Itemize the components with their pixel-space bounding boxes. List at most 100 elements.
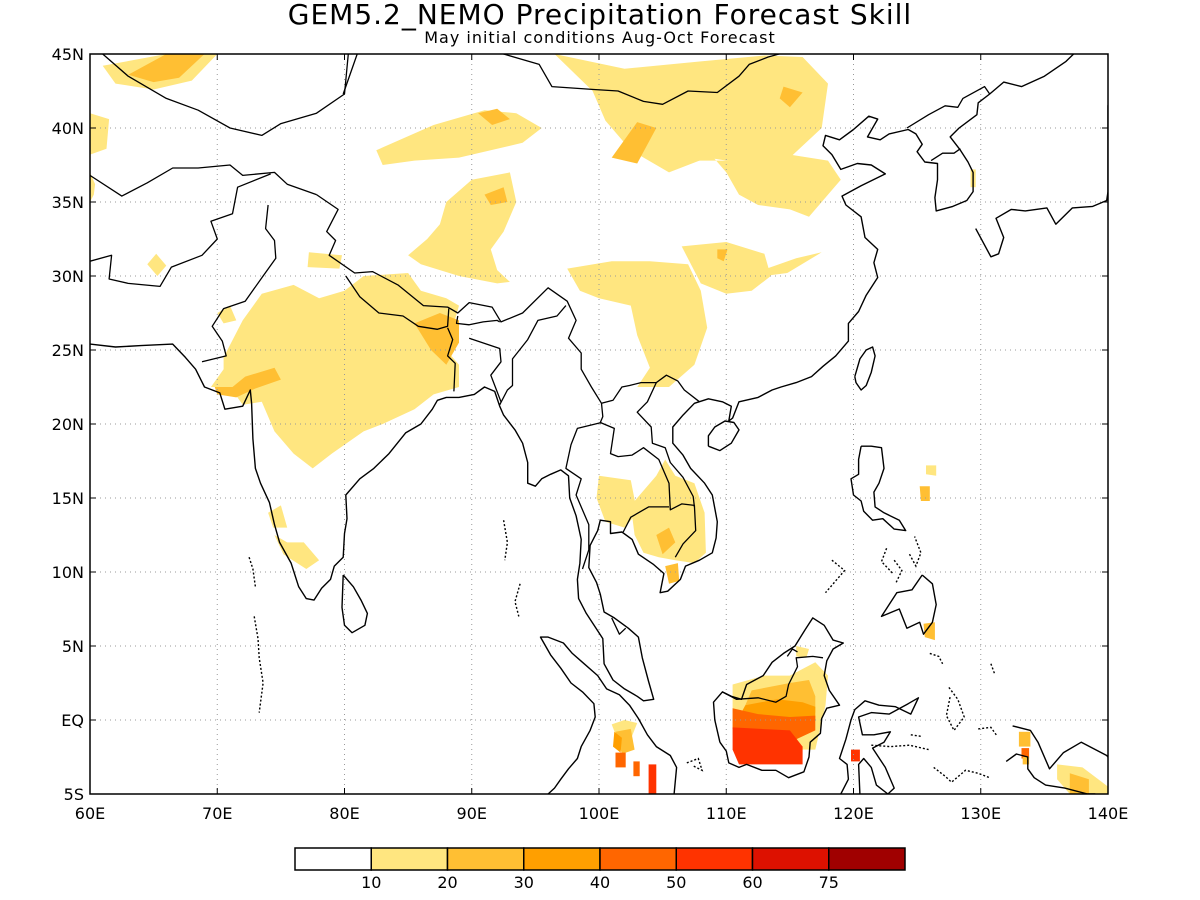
lat-tick-label-6: 15N	[52, 489, 84, 508]
coastline-6	[854, 346, 876, 391]
coastline-9	[975, 54, 1108, 258]
island-2	[502, 520, 509, 561]
colorbar-bin-3	[523, 847, 601, 871]
coastlines	[90, 54, 1108, 794]
colorbar-label-4: 50	[666, 873, 686, 892]
skill-region-19	[214, 367, 281, 398]
border-9	[499, 305, 567, 406]
coastline-1	[539, 636, 678, 794]
skill-region-37	[732, 727, 803, 765]
skill-region-25	[596, 475, 638, 528]
border-7	[446, 327, 456, 392]
island-10	[824, 559, 846, 594]
border-0	[102, 54, 349, 137]
island-4	[990, 663, 996, 675]
border-6	[455, 315, 501, 326]
skill-region-49	[1069, 773, 1089, 794]
colorbar-label-0: 10	[361, 873, 381, 892]
border-17	[906, 85, 991, 129]
skill-region-14	[567, 261, 708, 387]
skill-region-29	[926, 465, 937, 476]
skill-region-45	[1018, 731, 1031, 747]
colorbar: 10 20 30 40 50 60 75	[294, 847, 906, 892]
border-16	[342, 54, 361, 95]
lat-tick-label-5: 20N	[52, 415, 84, 434]
chart-title: GEM5.2_NEMO Precipitation Forecast Skill	[287, 0, 913, 31]
border-18	[930, 148, 961, 162]
border-19	[722, 655, 824, 703]
skill-region-7	[611, 122, 657, 164]
gridlines	[90, 54, 1108, 794]
island-12	[933, 766, 990, 784]
border-1	[90, 164, 317, 197]
island-5	[945, 686, 965, 732]
island-15	[910, 734, 922, 737]
island-6	[929, 652, 944, 665]
skill-region-13	[307, 252, 342, 269]
border-14	[636, 382, 696, 507]
lon-tick-label-0: 60E	[75, 804, 105, 823]
coastline-10	[1012, 725, 1108, 770]
skill-region-16	[717, 249, 728, 262]
skill-region-3	[90, 172, 96, 202]
skill-region-44	[851, 749, 860, 762]
border-12	[622, 506, 669, 533]
skill-region-5	[478, 108, 510, 125]
colorbar-label-3: 40	[590, 873, 610, 892]
coastline-5	[880, 574, 937, 635]
lon-tick-label-2: 80E	[329, 804, 359, 823]
colorbar-bin-7	[828, 847, 906, 871]
lon-tick-label-8: 140E	[1088, 804, 1129, 823]
skill-region-18	[210, 273, 459, 469]
border-10	[599, 403, 697, 558]
chart-subtitle: May initial conditions Aug-Oct Forecast	[424, 28, 776, 47]
lat-tick-label-1: 40N	[52, 119, 84, 138]
island-13	[686, 757, 704, 772]
lon-tick-label-1: 70E	[202, 804, 232, 823]
lat-tick-label-4: 25N	[52, 341, 84, 360]
skill-region-1	[128, 54, 205, 83]
colorbar-bin-2	[446, 847, 525, 871]
skill-region-32	[796, 646, 809, 658]
colorbar-label-1: 20	[437, 873, 457, 892]
lat-tick-label-9: EQ	[61, 711, 84, 730]
skill-region-4	[376, 110, 542, 165]
border-4	[316, 194, 700, 404]
colorbar-bin-1	[370, 847, 449, 871]
border-11	[565, 421, 602, 570]
skill-region-42	[633, 761, 640, 777]
skill-region-17	[758, 252, 822, 276]
skill-region-23	[147, 253, 167, 276]
skill-region-41	[615, 752, 626, 768]
border-15	[500, 54, 782, 105]
skill-region-9	[675, 150, 841, 217]
lon-tick-label-3: 90E	[457, 804, 487, 823]
lat-tick-label-10: 5S	[64, 785, 84, 804]
colorbar-bin-6	[751, 847, 830, 871]
country-borders	[90, 54, 991, 703]
skill-region-15	[681, 242, 771, 294]
coastline-11	[1005, 753, 1096, 794]
skill-region-40	[613, 731, 622, 753]
coastline-2	[712, 617, 844, 779]
colorbar-bin-0	[294, 847, 372, 871]
skill-region-31	[923, 622, 935, 641]
lon-tick-label-4: 100E	[579, 804, 620, 823]
colorbar-label-5: 60	[742, 873, 762, 892]
skill-region-27	[656, 527, 676, 555]
skill-region-43	[648, 764, 657, 794]
skill-shading	[90, 54, 1108, 794]
coastline-3	[838, 697, 920, 794]
lat-tick-label-3: 30N	[52, 267, 84, 286]
coastline-8	[341, 574, 369, 634]
border-20	[786, 648, 798, 657]
lon-tick-label-6: 120E	[833, 804, 874, 823]
coastline-0	[90, 54, 1075, 702]
skill-region-24	[217, 305, 237, 324]
island-11	[871, 744, 929, 751]
border-5	[345, 275, 450, 330]
lat-tick-label-0: 45N	[52, 45, 84, 64]
colorbar-bin-5	[675, 847, 754, 871]
border-2	[90, 173, 271, 288]
lon-tick-label-7: 130E	[960, 804, 1001, 823]
